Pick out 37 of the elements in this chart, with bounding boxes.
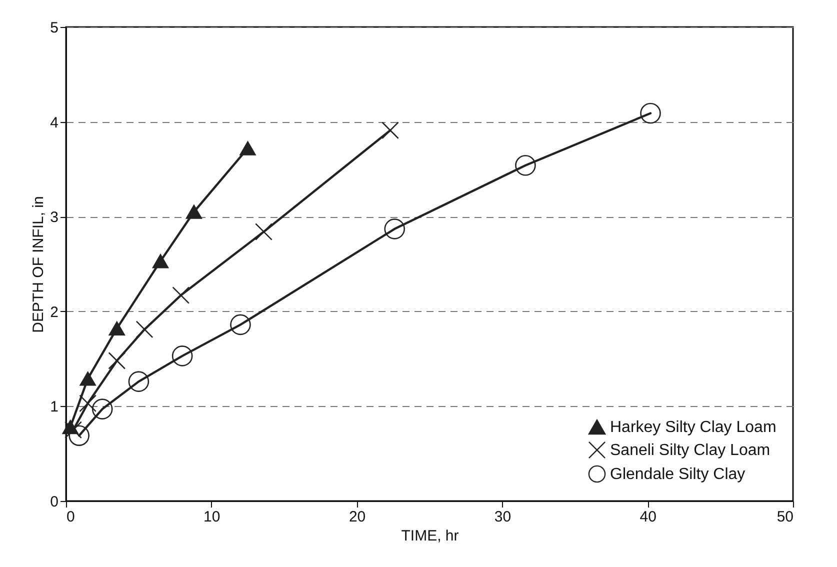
point bbox=[64, 421, 82, 439]
point bbox=[79, 394, 97, 412]
point bbox=[108, 352, 126, 370]
x-tick-label: 20 bbox=[348, 508, 366, 526]
x-tick-label: 0 bbox=[66, 508, 75, 526]
point bbox=[136, 320, 154, 338]
point bbox=[68, 425, 90, 446]
point bbox=[230, 314, 251, 336]
legend-label: Harkey Silty Clay Loam bbox=[610, 419, 776, 436]
y-tick-label: 2 bbox=[50, 304, 58, 321]
y-tick-label: 0 bbox=[50, 494, 58, 510]
point bbox=[128, 371, 150, 392]
legend-label: Saneli Silty Clay Loam bbox=[610, 442, 770, 459]
point bbox=[80, 372, 96, 386]
point bbox=[152, 254, 169, 268]
point bbox=[384, 218, 405, 240]
y-tick-label: 3 bbox=[50, 209, 58, 226]
y-tick-label: 4 bbox=[50, 114, 58, 132]
x-tick-label: 40 bbox=[640, 508, 656, 526]
point bbox=[240, 141, 256, 156]
point bbox=[515, 155, 536, 176]
x-tick-label: 50 bbox=[776, 508, 794, 526]
point bbox=[186, 204, 202, 219]
point bbox=[172, 286, 190, 304]
point bbox=[382, 122, 399, 140]
x-tick-label: 30 bbox=[494, 508, 512, 526]
y-tick-label: 1 bbox=[50, 398, 58, 416]
y-tick-label: 5 bbox=[50, 20, 58, 36]
point bbox=[255, 223, 272, 240]
x-tick-label: 10 bbox=[204, 508, 220, 526]
y-axis-title: DEPTH OF INFIL, in bbox=[30, 196, 48, 333]
point bbox=[92, 398, 113, 420]
x-axis-title: TIME, hr bbox=[401, 528, 459, 544]
point bbox=[108, 321, 125, 336]
point bbox=[640, 102, 661, 124]
legend-label: Glendale Silty Clay bbox=[610, 466, 746, 483]
point bbox=[172, 346, 193, 366]
